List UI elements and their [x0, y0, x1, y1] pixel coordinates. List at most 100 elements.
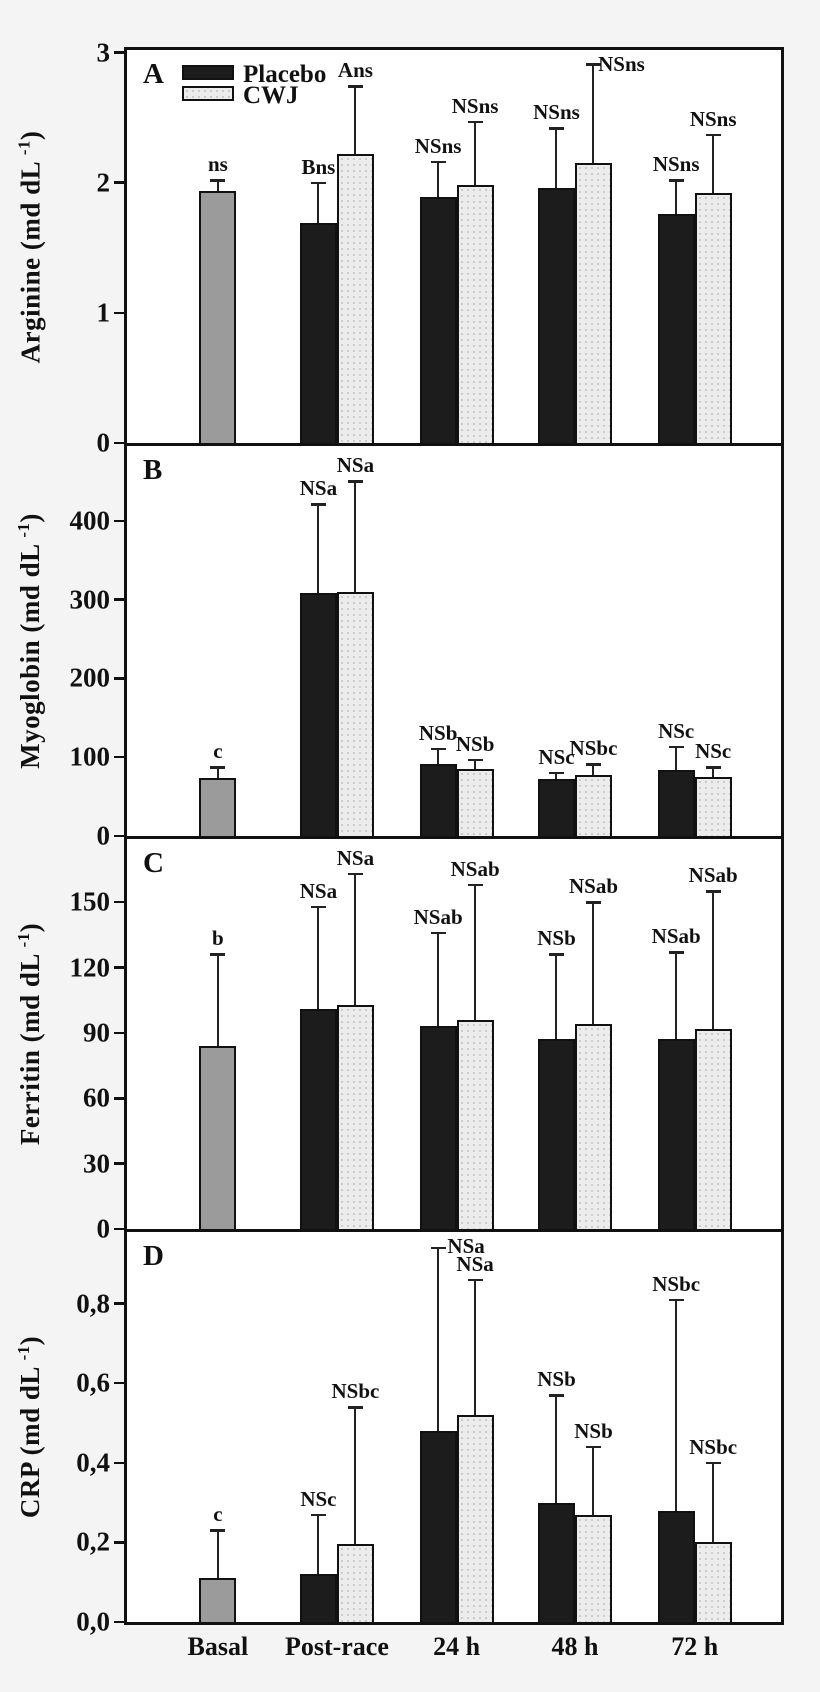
error-cap-B-Post-race-Placebo	[310, 503, 326, 506]
y-tick-mark-A-0	[114, 441, 124, 445]
y-tick-mark-D-0,0	[114, 1620, 124, 1624]
y-tick-label-B-100: 100	[69, 741, 111, 772]
bar-A-24 h-Placebo	[419, 197, 457, 443]
error-cap-D-Post-race-CWJ	[347, 1406, 363, 1409]
error-bar-D-24 h-Placebo	[437, 1247, 440, 1431]
y-tick-label-A-2: 2	[96, 167, 111, 198]
sig-label-B-24 h-Placebo: NSb	[418, 720, 458, 745]
y-tick-label-A-1: 1	[96, 297, 111, 328]
error-bar-A-24 h-Placebo	[437, 161, 440, 198]
bar-D-24 h-CWJ	[456, 1415, 494, 1622]
error-bar-D-48 h-CWJ	[592, 1446, 595, 1515]
sig-label-B-Basal-Basal: c	[213, 739, 223, 764]
bar-A-72 h-Placebo	[657, 213, 695, 443]
error-cap-A-24 h-CWJ	[467, 120, 483, 124]
error-bar-C-Post-race-CWJ	[354, 873, 357, 1005]
error-bar-A-48 h-CWJ	[592, 64, 595, 164]
error-bar-B-Post-race-CWJ	[354, 481, 357, 592]
error-bar-D-48 h-Placebo	[555, 1395, 558, 1503]
y-tick-label-C-30: 30	[83, 1148, 110, 1179]
sig-label-A-Basal-Basal: ns	[207, 152, 228, 177]
error-cap-C-Post-race-Placebo	[310, 905, 326, 909]
bar-B-48 h-CWJ	[574, 775, 612, 836]
bar-B-Post-race-CWJ	[336, 591, 374, 836]
bar-C-72 h-Placebo	[657, 1039, 695, 1229]
panel-boundary-C	[124, 1229, 784, 1232]
error-cap-D-72 h-Placebo	[668, 1298, 684, 1302]
bar-B-Basal-Basal	[199, 778, 237, 836]
sig-label-C-48 h-CWJ: NSab	[568, 874, 618, 899]
y-tick-mark-D-0,4	[114, 1461, 124, 1465]
sig-label-C-72 h-CWJ: NSab	[688, 863, 738, 888]
error-bar-C-24 h-CWJ	[474, 884, 477, 1020]
y-axis-title-text-D: CRP (md dL -1)	[14, 1335, 45, 1519]
bar-D-Post-race-Placebo	[299, 1574, 337, 1622]
y-axis-title-text-B: Myoglobin (md dL -1)	[14, 513, 46, 769]
y-tick-mark-A-2	[114, 181, 124, 184]
sig-label-A-72 h-Placebo: NSns	[652, 152, 700, 177]
bar-B-Post-race-Placebo	[299, 593, 337, 836]
x-axis-label-48-h: 48 h	[551, 1632, 599, 1661]
error-bar-B-Post-race-Placebo	[317, 504, 320, 594]
y-tick-mark-C-60	[114, 1097, 124, 1100]
legend-label-placebo: Placebo	[243, 61, 327, 88]
sig-label-C-Post-race-CWJ: NSa	[336, 845, 375, 870]
error-cap-C-Post-race-CWJ	[347, 872, 363, 876]
error-bar-A-72 h-CWJ	[712, 134, 715, 194]
panel-letter-C: C	[143, 847, 164, 879]
sig-label-D-72 h-CWJ: NSbc	[689, 1434, 738, 1459]
y-tick-mark-D-0,8	[114, 1302, 124, 1305]
bar-D-72 h-Placebo	[657, 1510, 695, 1622]
error-cap-C-48 h-Placebo	[548, 953, 564, 956]
sig-label-B-72 h-Placebo: NSc	[658, 718, 695, 743]
error-bar-B-Basal-Basal	[216, 767, 219, 779]
error-cap-A-48 h-CWJ	[585, 63, 601, 66]
panel-letter-D: D	[143, 1240, 164, 1272]
sig-label-B-Post-race-Placebo: NSa	[299, 476, 338, 501]
bar-A-Basal-Basal	[199, 190, 237, 443]
sig-label-B-72 h-CWJ: NSc	[695, 739, 732, 764]
panel-letter-B: B	[143, 454, 163, 486]
bar-A-72 h-CWJ	[694, 193, 732, 443]
error-cap-B-72 h-Placebo	[668, 745, 684, 749]
bar-C-48 h-Placebo	[537, 1039, 575, 1229]
sig-label-D-24 h-Placebo: NSa	[447, 1234, 485, 1258]
bar-D-Basal-Basal	[199, 1578, 237, 1622]
sig-label-A-48 h-CWJ: NSns	[598, 52, 645, 76]
error-cap-B-24 h-CWJ	[467, 758, 483, 762]
error-cap-A-Post-race-CWJ	[347, 85, 363, 88]
error-bar-B-72 h-CWJ	[712, 767, 715, 777]
sig-label-C-24 h-Placebo: NSab	[413, 904, 463, 929]
error-cap-A-Post-race-Placebo	[310, 181, 326, 185]
bar-A-Post-race-Placebo	[299, 223, 337, 443]
error-cap-A-48 h-Placebo	[548, 127, 564, 130]
bar-B-72 h-Placebo	[657, 769, 695, 836]
error-cap-D-48 h-Placebo	[548, 1394, 564, 1397]
x-axis-label-24-h: 24 h	[433, 1632, 481, 1661]
bar-C-Post-race-Placebo	[299, 1008, 337, 1229]
error-bar-D-24 h-CWJ	[474, 1279, 477, 1416]
bar-D-72 h-CWJ	[694, 1542, 732, 1622]
sig-label-B-48 h-Placebo: NSc	[538, 744, 575, 769]
y-tick-label-C-60: 60	[83, 1082, 110, 1113]
error-bar-B-24 h-Placebo	[437, 748, 440, 764]
y-tick-mark-D-0,6	[114, 1381, 124, 1385]
error-bar-B-24 h-CWJ	[474, 759, 477, 770]
y-tick-mark-C-30	[114, 1162, 124, 1165]
y-tick-label-B-0: 0	[96, 820, 111, 851]
sig-label-A-48 h-Placebo: NSns	[533, 100, 580, 125]
bar-D-48 h-CWJ	[574, 1514, 612, 1622]
bar-B-24 h-CWJ	[456, 769, 494, 836]
bar-B-24 h-Placebo	[419, 763, 457, 836]
error-cap-B-48 h-Placebo	[548, 771, 564, 775]
y-tick-mark-A-1	[114, 311, 124, 315]
y-tick-mark-B-0	[114, 834, 124, 838]
error-cap-D-Basal-Basal	[210, 1529, 226, 1532]
y-tick-label-A-0: 0	[96, 427, 111, 458]
error-cap-C-48 h-CWJ	[585, 901, 601, 904]
error-bar-B-72 h-Placebo	[675, 746, 678, 770]
sig-label-C-24 h-CWJ: NSab	[450, 856, 500, 881]
error-cap-B-72 h-CWJ	[705, 766, 721, 769]
bar-A-24 h-CWJ	[456, 185, 494, 443]
